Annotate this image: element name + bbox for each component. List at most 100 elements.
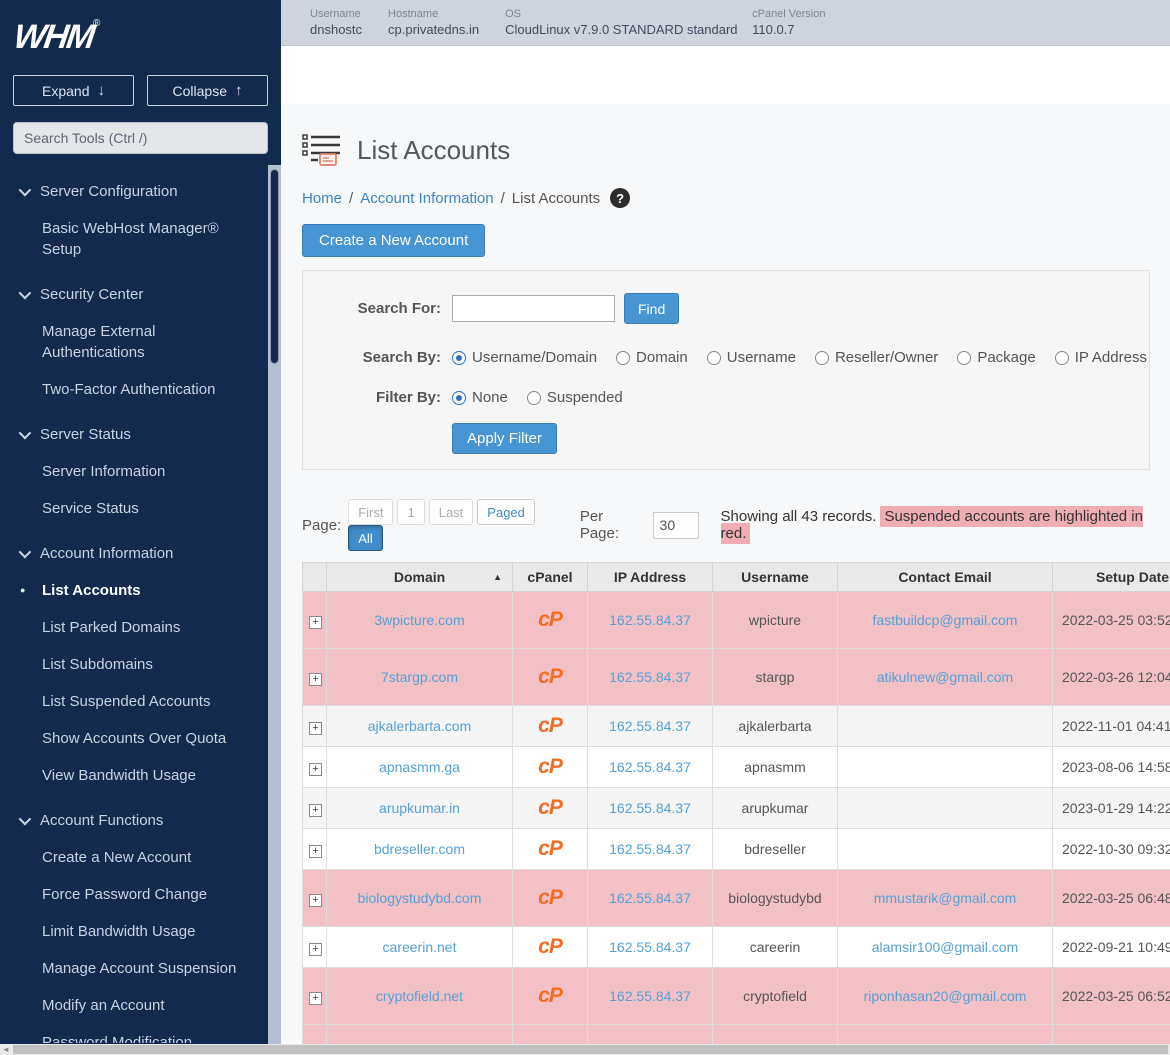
search-tools-input[interactable] (13, 122, 268, 154)
search-by-radio-ip-address[interactable]: IP Address (1055, 349, 1147, 366)
sidebar-item-show-accounts-over-quota[interactable]: Show Accounts Over Quota (0, 721, 268, 756)
sidebar-item-server-information[interactable]: Server Information (0, 454, 268, 489)
search-by-radio-username[interactable]: Username (707, 349, 796, 366)
search-by-radio-package[interactable]: Package (957, 349, 1035, 366)
column-header-ip-address[interactable]: IP Address (588, 563, 713, 592)
sidebar-item-manage-account-suspension[interactable]: Manage Account Suspension (0, 951, 268, 986)
domain-link[interactable]: careerin.net (383, 939, 457, 955)
column-header-username[interactable]: Username (713, 563, 838, 592)
contact-email-link[interactable]: fastbuildcp@gmail.com (873, 612, 1018, 628)
expand-button[interactable]: Expand ↓ (13, 75, 134, 106)
sidebar-section-account-functions[interactable]: Account Functions (0, 803, 268, 838)
column-header-domain[interactable]: Domain▲ (327, 563, 513, 592)
sidebar-item-list-parked-domains[interactable]: List Parked Domains (0, 610, 268, 645)
expand-row-button[interactable]: + (309, 804, 322, 817)
domain-link[interactable]: apnasmm.ga (379, 759, 460, 775)
ip-link[interactable]: 162.55.84.37 (609, 890, 691, 906)
horizontal-scrollbar[interactable]: ◄ (0, 1044, 1170, 1055)
sidebar-item-manage-external-authentications[interactable]: Manage External Authentications (0, 314, 268, 370)
filter-by-radio-suspended[interactable]: Suspended (527, 389, 623, 406)
ip-link[interactable]: 162.55.84.37 (609, 759, 691, 775)
cpanel-icon[interactable]: cP (538, 755, 562, 778)
search-by-radio-username-domain[interactable]: Username/Domain (452, 349, 597, 366)
expand-row-button[interactable]: + (309, 673, 322, 686)
search-by-radio-domain[interactable]: Domain (616, 349, 688, 366)
sidebar-scrollbar-track[interactable] (268, 165, 281, 1044)
sidebar-section-server-configuration[interactable]: Server Configuration (0, 174, 268, 209)
horizontal-scrollbar-thumb[interactable] (13, 1045, 1168, 1054)
expand-row-button[interactable]: + (309, 992, 322, 1005)
page-button-all[interactable]: All (348, 525, 382, 551)
column-header-setup-date[interactable]: Setup Date (1053, 563, 1170, 592)
find-button[interactable]: Find (624, 293, 679, 324)
domain-link[interactable]: 7stargp.com (381, 669, 458, 685)
sidebar-section-server-status[interactable]: Server Status (0, 417, 268, 452)
sidebar-item-list-suspended-accounts[interactable]: List Suspended Accounts (0, 684, 268, 719)
sidebar-item-limit-bandwidth-usage[interactable]: Limit Bandwidth Usage (0, 914, 268, 949)
page-button-paged[interactable]: Paged (477, 499, 535, 525)
column-header-contact-email[interactable]: Contact Email (838, 563, 1053, 592)
main-content: List Accounts Home / Account Information… (281, 104, 1170, 1055)
sidebar-item-force-password-change[interactable]: Force Password Change (0, 877, 268, 912)
ip-cell: 162.55.84.37 (588, 829, 713, 870)
ip-link[interactable]: 162.55.84.37 (609, 800, 691, 816)
domain-link[interactable]: cryptofield.net (376, 988, 463, 1004)
contact-email-link[interactable]: atikulnew@gmail.com (877, 669, 1013, 685)
sidebar-item-two-factor-authentication[interactable]: Two-Factor Authentication (0, 372, 268, 407)
filter-by-radio-none[interactable]: None (452, 389, 508, 406)
domain-link[interactable]: ajkalerbarta.com (368, 718, 472, 734)
cpanel-icon[interactable]: cP (538, 837, 562, 860)
expand-row-button[interactable]: + (309, 616, 322, 629)
ip-link[interactable]: 162.55.84.37 (609, 612, 691, 628)
domain-link[interactable]: bdreseller.com (374, 841, 465, 857)
contact-email-link[interactable]: mmustarik@gmail.com (874, 890, 1017, 906)
column-header-cpanel[interactable]: cPanel (513, 563, 588, 592)
ip-link[interactable]: 162.55.84.37 (609, 669, 691, 685)
sidebar-section-account-information[interactable]: Account Information (0, 536, 268, 571)
contact-email-link[interactable]: alamsir100@gmail.com (872, 939, 1018, 955)
expand-row-button[interactable]: + (309, 894, 322, 907)
domain-link[interactable]: biologystudybd.com (358, 890, 482, 906)
sidebar-item-password-modification[interactable]: Password Modification (0, 1025, 268, 1043)
create-new-account-button[interactable]: Create a New Account (302, 224, 485, 257)
apply-filter-button[interactable]: Apply Filter (452, 423, 557, 454)
domain-link[interactable]: 3wpicture.com (374, 612, 464, 628)
sidebar-item-service-status[interactable]: Service Status (0, 491, 268, 526)
cpanel-icon[interactable]: cP (538, 714, 562, 737)
ip-link[interactable]: 162.55.84.37 (609, 939, 691, 955)
sidebar-item-basic-webhost-manager-setup[interactable]: Basic WebHost Manager® Setup (0, 211, 268, 267)
sidebar-item-label: Create a New Account (42, 849, 191, 866)
sidebar-item-view-bandwidth-usage[interactable]: View Bandwidth Usage (0, 758, 268, 793)
cpanel-icon[interactable]: cP (538, 665, 562, 688)
sidebar-scrollbar-thumb[interactable] (270, 169, 279, 364)
ip-link[interactable]: 162.55.84.37 (609, 841, 691, 857)
cpanel-icon[interactable]: cP (538, 886, 562, 909)
search-input[interactable] (452, 295, 615, 322)
sidebar-section-security-center[interactable]: Security Center (0, 277, 268, 312)
cpanel-icon[interactable]: cP (538, 935, 562, 958)
scroll-left-arrow-icon[interactable]: ◄ (2, 1044, 10, 1055)
cpanel-icon[interactable]: cP (538, 984, 562, 1007)
cpanel-icon[interactable]: cP (538, 796, 562, 819)
expand-row-button[interactable]: + (309, 763, 322, 776)
sidebar-item-list-subdomains[interactable]: List Subdomains (0, 647, 268, 682)
cpanel-icon[interactable]: cP (538, 608, 562, 631)
sidebar-item-modify-an-account[interactable]: Modify an Account (0, 988, 268, 1023)
sidebar-item-create-a-new-account[interactable]: Create a New Account (0, 840, 268, 875)
search-by-radio-reseller-owner[interactable]: Reseller/Owner (815, 349, 938, 366)
expand-row-button[interactable]: + (309, 943, 322, 956)
expand-row-button[interactable]: + (309, 845, 322, 858)
whm-logo[interactable]: WHM® (0, 0, 281, 57)
per-page-input[interactable] (653, 512, 699, 539)
sidebar-item-list-accounts[interactable]: ●List Accounts (0, 573, 268, 608)
help-icon[interactable]: ? (610, 188, 630, 208)
ip-link[interactable]: 162.55.84.37 (609, 988, 691, 1004)
breadcrumb-home-link[interactable]: Home (302, 190, 342, 207)
breadcrumb-account-information-link[interactable]: Account Information (360, 190, 493, 207)
expand-row-button[interactable]: + (309, 722, 322, 735)
collapse-button[interactable]: Collapse ↑ (147, 75, 268, 106)
search-by-radio-label: IP Address (1075, 349, 1147, 366)
contact-email-link[interactable]: riponhasan20@gmail.com (864, 988, 1027, 1004)
ip-link[interactable]: 162.55.84.37 (609, 718, 691, 734)
domain-link[interactable]: arupkumar.in (379, 800, 460, 816)
